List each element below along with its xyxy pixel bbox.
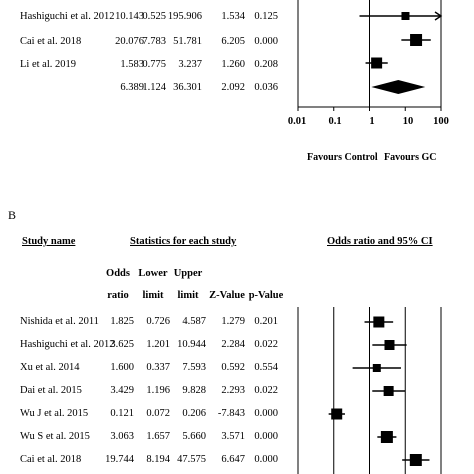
odds-header: Odds bbox=[106, 268, 130, 279]
axis-tick-label: 1 bbox=[369, 116, 375, 127]
z-value: 0.592 bbox=[221, 362, 245, 373]
odds-ratio-ci-header: Odds ratio and 95% CI bbox=[327, 236, 433, 247]
forest-plot-a bbox=[297, 0, 443, 111]
point-estimate-square bbox=[383, 386, 394, 396]
study-name: Hashiguchi et al. 2012 bbox=[20, 339, 115, 350]
summary-p-value: 0.036 bbox=[254, 82, 278, 93]
odds-ratio: 1.825 bbox=[110, 316, 134, 327]
p-value: 0.000 bbox=[254, 454, 278, 465]
odds-ratio: 1.583 bbox=[120, 59, 144, 70]
point-estimate-square bbox=[384, 340, 395, 350]
p-value: 0.208 bbox=[254, 59, 278, 70]
odds-ratio: 20.076 bbox=[115, 36, 144, 47]
z-value: 6.647 bbox=[221, 454, 245, 465]
upper-limit-header: limit bbox=[177, 290, 199, 301]
lower-header: Lower bbox=[138, 268, 168, 279]
forest-plot-b bbox=[297, 307, 442, 474]
upper-header: Upper bbox=[173, 268, 203, 279]
favours-gc-label: Favours GC bbox=[384, 152, 437, 163]
study-name: Nishida et al. 2011 bbox=[20, 316, 99, 327]
axis-tick-label: 0.01 bbox=[287, 116, 307, 127]
upper-limit: 9.828 bbox=[182, 385, 206, 396]
upper-limit: 0.206 bbox=[182, 408, 206, 419]
axis-tick-label: 100 bbox=[433, 116, 449, 127]
z-value-header: Z-Value bbox=[209, 290, 245, 301]
summary-z-value: 2.092 bbox=[221, 82, 245, 93]
z-value: 2.284 bbox=[221, 339, 245, 350]
study-name: Hashiguchi et al. 2012 bbox=[20, 11, 115, 22]
upper-limit: 4.587 bbox=[182, 316, 206, 327]
point-estimate-square bbox=[409, 454, 422, 466]
odds-ratio: 3.063 bbox=[110, 431, 134, 442]
study-name: Cai et al. 2018 bbox=[20, 454, 82, 465]
summary-diamond bbox=[371, 80, 426, 94]
z-value: 1.279 bbox=[221, 316, 245, 327]
p-value: 0.000 bbox=[254, 408, 278, 419]
lower-limit: 0.525 bbox=[142, 11, 166, 22]
z-value: 3.571 bbox=[221, 431, 245, 442]
upper-limit: 5.660 bbox=[182, 431, 206, 442]
odds-ratio: 19.744 bbox=[105, 454, 134, 465]
p-value: 0.201 bbox=[254, 316, 278, 327]
statistics-header: Statistics for each study bbox=[130, 236, 237, 247]
point-estimate-square bbox=[410, 34, 423, 46]
p-value: 0.554 bbox=[254, 362, 278, 373]
upper-limit: 47.575 bbox=[177, 454, 206, 465]
panel-label: B bbox=[8, 208, 17, 222]
summary-lower-limit: 1.124 bbox=[142, 82, 166, 93]
upper-limit: 10.944 bbox=[177, 339, 206, 350]
odds-ratio: 3.429 bbox=[110, 385, 134, 396]
study-name: Li et al. 2019 bbox=[20, 59, 76, 70]
point-estimate-square bbox=[372, 364, 381, 372]
upper-limit: 3.237 bbox=[178, 59, 202, 70]
point-estimate-square bbox=[401, 12, 410, 20]
lower-limit: 0.726 bbox=[146, 316, 170, 327]
lower-limit: 0.337 bbox=[146, 362, 170, 373]
lower-limit: 0.072 bbox=[146, 408, 170, 419]
z-value: 1.260 bbox=[221, 59, 245, 70]
summary-upper-limit: 36.301 bbox=[173, 82, 202, 93]
point-estimate-square bbox=[331, 408, 343, 420]
odds-ratio: 1.600 bbox=[110, 362, 134, 373]
lower-limit: 1.657 bbox=[146, 431, 170, 442]
z-value: 2.293 bbox=[221, 385, 245, 396]
ci-arrow bbox=[434, 11, 443, 21]
ratio-header: ratio bbox=[107, 290, 129, 301]
upper-limit: 51.781 bbox=[173, 36, 202, 47]
lower-limit: 7.783 bbox=[142, 36, 166, 47]
study-name: Cai et al. 2018 bbox=[20, 36, 82, 47]
z-value: 6.205 bbox=[221, 36, 245, 47]
upper-limit: 195.906 bbox=[167, 11, 202, 22]
odds-ratio: 3.625 bbox=[110, 339, 134, 350]
z-value: -7.843 bbox=[217, 408, 245, 419]
p-value: 0.022 bbox=[254, 385, 278, 396]
p-value: 0.125 bbox=[254, 11, 278, 22]
lower-limit: 0.775 bbox=[142, 59, 166, 70]
summary-odds-ratio: 6.389 bbox=[120, 82, 144, 93]
axis-tick-label: 10 bbox=[402, 116, 414, 127]
odds-ratio: 0.121 bbox=[110, 408, 134, 419]
point-estimate-square bbox=[373, 316, 385, 328]
p-value: 0.000 bbox=[254, 431, 278, 442]
axis-tick-label: 0.1 bbox=[328, 116, 342, 127]
lower-limit: 8.194 bbox=[146, 454, 170, 465]
study-name: Dai et al. 2015 bbox=[20, 385, 82, 396]
p-value: 0.022 bbox=[254, 339, 278, 350]
odds-ratio: 10.143 bbox=[115, 11, 144, 22]
upper-limit: 7.593 bbox=[182, 362, 206, 373]
study-name: Wu J et al. 2015 bbox=[20, 408, 89, 419]
z-value: 1.534 bbox=[221, 11, 245, 22]
study-name: Xu et al. 2014 bbox=[20, 362, 80, 373]
p-value: 0.000 bbox=[254, 36, 278, 47]
study-name: Wu S et al. 2015 bbox=[20, 431, 90, 442]
favours-control-label: Favours Control bbox=[307, 152, 378, 163]
lower-limit-header: limit bbox=[142, 290, 164, 301]
p-value-header: p-Value bbox=[248, 290, 284, 301]
point-estimate-square bbox=[380, 431, 393, 443]
lower-limit: 1.201 bbox=[146, 339, 170, 350]
point-estimate-square bbox=[371, 57, 383, 69]
study-name-header: Study name bbox=[22, 236, 76, 247]
lower-limit: 1.196 bbox=[146, 385, 170, 396]
